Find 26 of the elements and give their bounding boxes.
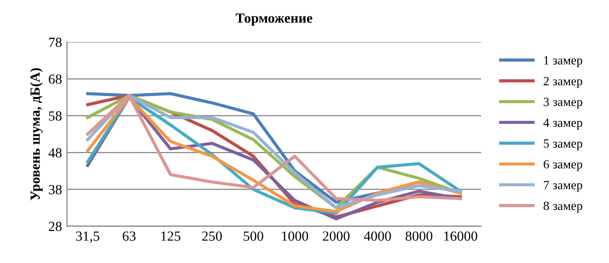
x-tick-label: 2000 [322,231,350,241]
y-tick-label: 38 [48,184,62,194]
x-tick-label: 4000 [364,231,391,241]
legend-label: 1 замер [544,56,582,68]
x-tick-label: 500 [244,231,264,241]
y-tick-label: 48 [48,148,62,158]
legend-label: 3 замер [544,98,582,109]
legend-label: 7 замер [544,180,582,192]
x-tick-label: 63 [122,231,136,241]
chart-title: Торможение [236,14,312,26]
y-tick-label: 58 [49,111,62,121]
legend-label: 5 замер [544,139,582,150]
legend-label: 8 замер [544,202,582,213]
y-tick-label: 28 [48,222,62,232]
y-tick-label: 68 [48,74,62,84]
x-tick-label: 125 [161,231,180,241]
x-tick-label: 250 [202,231,222,241]
legend-label: 2 замер [544,76,582,88]
y-axis-title: Уровень шума, дБ(А) [30,68,43,200]
legend-label: 6 замер [544,160,582,172]
x-tick-label: 1000 [282,231,308,241]
x-tick-label: 31,5 [76,231,100,243]
x-tick-label: 8000 [406,231,432,241]
legend-label: 4 замер [543,118,582,130]
y-tick-label: 78 [49,38,62,48]
x-tick-label: 16000 [444,231,478,241]
